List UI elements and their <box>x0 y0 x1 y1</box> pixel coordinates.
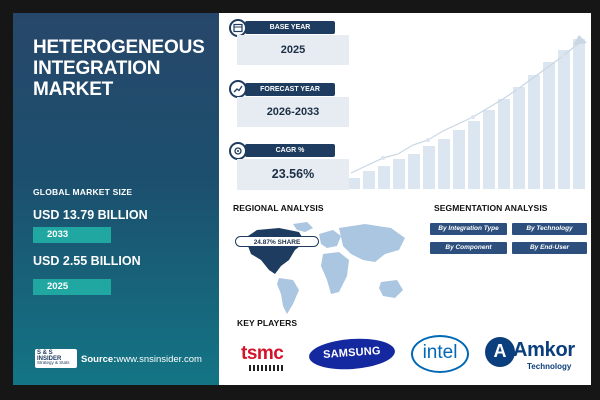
market-value-2025: USD 2.55 BILLION <box>33 254 141 268</box>
chart-bar <box>528 75 540 189</box>
tsmc-chip-graphic <box>249 365 283 371</box>
amkor-a-emblem: A <box>485 337 515 367</box>
chart-bar <box>393 159 405 189</box>
logo-text: S & S INSIDER <box>37 350 62 362</box>
chart-bar <box>423 146 435 189</box>
global-market-size-label: GLOBAL MARKET SIZE <box>33 187 133 197</box>
chart-bar <box>543 62 555 189</box>
chart-bar <box>483 110 495 189</box>
chart-bar <box>558 50 570 189</box>
north-america-region <box>245 228 305 274</box>
logo-subtext: Strategy & Stats <box>37 360 70 365</box>
title-line: HETEROGENEOUS <box>33 37 205 58</box>
cagr-value: 23.56% <box>237 159 349 190</box>
market-title: HETEROGENEOUS INTEGRATION MARKET <box>33 37 213 100</box>
chart-bar <box>378 166 390 189</box>
amkor-logo: A Amkor Technology <box>483 335 587 375</box>
segment-by-technology-button[interactable]: By Technology <box>512 223 587 235</box>
segmentation-analysis-title: SEGMENTATION ANALYSIS <box>434 203 548 213</box>
amkor-technology-text: Technology <box>527 362 572 371</box>
samsung-logo: SAMSUNG <box>308 336 396 372</box>
segment-by-component-button[interactable]: By Component <box>430 242 507 254</box>
amkor-logo-text: Amkor <box>513 339 575 361</box>
chart-bar <box>498 99 510 189</box>
left-panel: HETEROGENEOUS INTEGRATION MARKET GLOBAL … <box>13 13 219 385</box>
title-line: INTEGRATION <box>33 58 161 79</box>
growth-line-graphic <box>350 35 587 174</box>
chart-bar <box>573 39 585 189</box>
chart-bar <box>408 154 420 189</box>
title-line: MARKET <box>33 79 114 100</box>
year-2033-badge: 2033 <box>33 227 111 243</box>
infographic-card: HETEROGENEOUS INTEGRATION MARKET GLOBAL … <box>13 13 591 385</box>
source-label: Source: <box>81 354 117 365</box>
tsmc-logo: tsmc <box>239 337 295 375</box>
chart-bar <box>363 171 375 189</box>
tsmc-logo-text: tsmc <box>241 343 284 364</box>
regional-analysis-title: REGIONAL ANALYSIS <box>233 203 324 213</box>
base-year-label: BASE YEAR <box>245 21 335 34</box>
source-line: Source:www.snsinsider.com <box>81 354 202 365</box>
forecast-year-value: 2026-2033 <box>237 97 349 127</box>
forecast-year-label: FORECAST YEAR <box>245 83 335 96</box>
chart-bar <box>453 130 465 189</box>
base-year-value: 2025 <box>237 35 349 65</box>
source-url: www.snsinsider.com <box>116 354 202 365</box>
key-players-title: KEY PLAYERS <box>237 318 298 328</box>
cagr-label: CAGR % <box>245 144 335 157</box>
samsung-logo-text: SAMSUNG <box>322 345 382 361</box>
world-map-graphic <box>245 222 405 314</box>
year-2025-badge: 2025 <box>33 279 111 295</box>
chart-bar <box>348 178 360 189</box>
chart-bar <box>468 121 480 189</box>
intel-logo: intel <box>411 335 469 373</box>
segment-by-end-user-button[interactable]: By End-User <box>512 242 587 254</box>
regional-share-badge: 24.87% SHARE <box>235 236 319 247</box>
chart-bar <box>438 139 450 189</box>
chart-bar <box>513 87 525 189</box>
market-value-2033: USD 13.79 BILLION <box>33 208 148 222</box>
sns-insider-logo: S & S INSIDER Strategy & Stats <box>35 349 77 368</box>
segment-by-integration-type-button[interactable]: By Integration Type <box>430 223 507 235</box>
intel-logo-text: intel <box>422 342 458 363</box>
